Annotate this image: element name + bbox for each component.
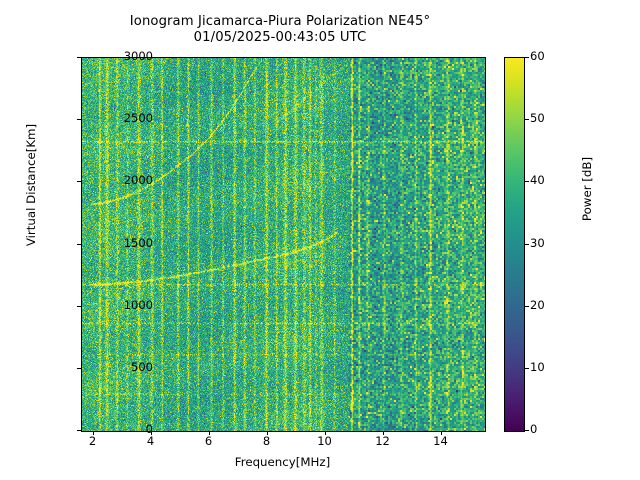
x-tick-label: 14 [433,434,448,448]
x-tick-label: 10 [317,434,332,448]
y-tick-mark [77,57,81,58]
x-tick-mark [440,431,442,435]
colorbar-tick-mark [525,119,529,121]
x-tick-mark [92,431,94,435]
ionogram-plot-area [81,57,486,432]
y-axis-label: Virtual Distance[Km] [24,123,38,247]
y-tick-label: 500 [131,359,153,374]
x-tick-label: 4 [146,434,155,448]
colorbar-tick-label: 10 [530,359,545,374]
y-tick-label: 3000 [123,49,153,63]
x-tick-mark [324,431,326,435]
x-tick-label: 8 [262,434,271,448]
colorbar-tick-label: 40 [530,173,545,188]
colorbar-tick-label: 20 [530,297,545,312]
x-tick-mark [208,431,210,435]
y-tick-mark [77,430,81,431]
colorbar-tick-mark [525,57,529,58]
colorbar-tick-mark [525,367,529,369]
x-tick-mark [382,431,384,435]
y-tick-mark [77,243,81,245]
y-tick-label: 2500 [123,111,153,126]
x-tick-label: 2 [88,434,97,448]
y-tick-label: 0 [145,422,153,436]
colorbar-tick-label: 0 [530,422,538,436]
colorbar-tick-label: 60 [530,49,545,63]
figure-title-line1: Ionogram Jicamarca-Piura Polarization NE… [129,14,431,29]
x-tick-mark [266,431,268,435]
y-tick-label: 1500 [123,235,153,250]
x-tick-mark [150,431,152,435]
y-tick-mark [77,305,81,307]
colorbar-tick-mark [525,181,529,183]
colorbar-tick-label: 30 [530,235,545,250]
ionogram-image [82,58,485,431]
colorbar-label: Power [dB] [580,156,594,222]
y-tick-mark [77,119,81,121]
x-tick-label: 6 [204,434,213,448]
colorbar-tick-mark [525,430,529,431]
y-tick-label: 1000 [123,297,153,312]
colorbar-tick-mark [525,305,529,307]
colorbar-tick-mark [525,243,529,245]
y-tick-mark [77,181,81,183]
colorbar-tick-label: 50 [530,111,545,126]
figure-title-line2: 01/05/2025-00:43:05 UTC [193,30,367,45]
y-tick-label: 2000 [123,173,153,188]
y-tick-mark [77,367,81,369]
colorbar [504,57,525,432]
x-axis-label: Frequency[MHz] [234,455,331,469]
x-tick-label: 12 [375,434,390,448]
figure-title: Ionogram Jicamarca-Piura Polarization NE… [0,14,560,46]
